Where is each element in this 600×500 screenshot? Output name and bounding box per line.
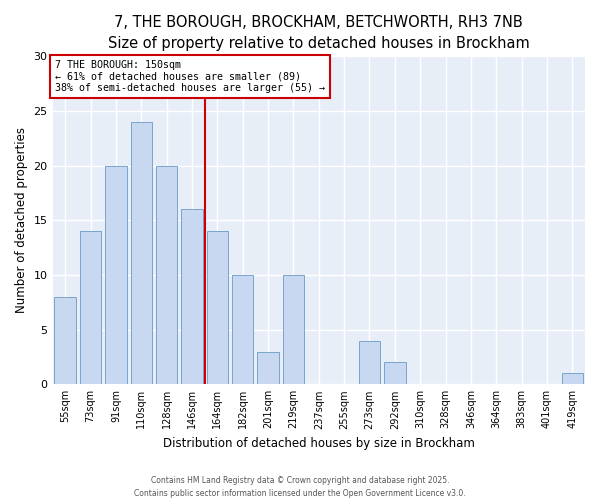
Bar — [359, 340, 380, 384]
Bar — [156, 166, 178, 384]
Text: Contains HM Land Registry data © Crown copyright and database right 2025.
Contai: Contains HM Land Registry data © Crown c… — [134, 476, 466, 498]
Bar — [105, 166, 127, 384]
Bar — [384, 362, 406, 384]
Y-axis label: Number of detached properties: Number of detached properties — [15, 128, 28, 314]
Bar — [206, 232, 228, 384]
Title: 7, THE BOROUGH, BROCKHAM, BETCHWORTH, RH3 7NB
Size of property relative to detac: 7, THE BOROUGH, BROCKHAM, BETCHWORTH, RH… — [108, 15, 530, 51]
X-axis label: Distribution of detached houses by size in Brockham: Distribution of detached houses by size … — [163, 437, 475, 450]
Bar — [181, 210, 203, 384]
Text: 7 THE BOROUGH: 150sqm
← 61% of detached houses are smaller (89)
38% of semi-deta: 7 THE BOROUGH: 150sqm ← 61% of detached … — [55, 60, 325, 93]
Bar — [131, 122, 152, 384]
Bar — [283, 275, 304, 384]
Bar — [80, 232, 101, 384]
Bar — [257, 352, 279, 384]
Bar — [232, 275, 253, 384]
Bar — [55, 297, 76, 384]
Bar — [562, 374, 583, 384]
